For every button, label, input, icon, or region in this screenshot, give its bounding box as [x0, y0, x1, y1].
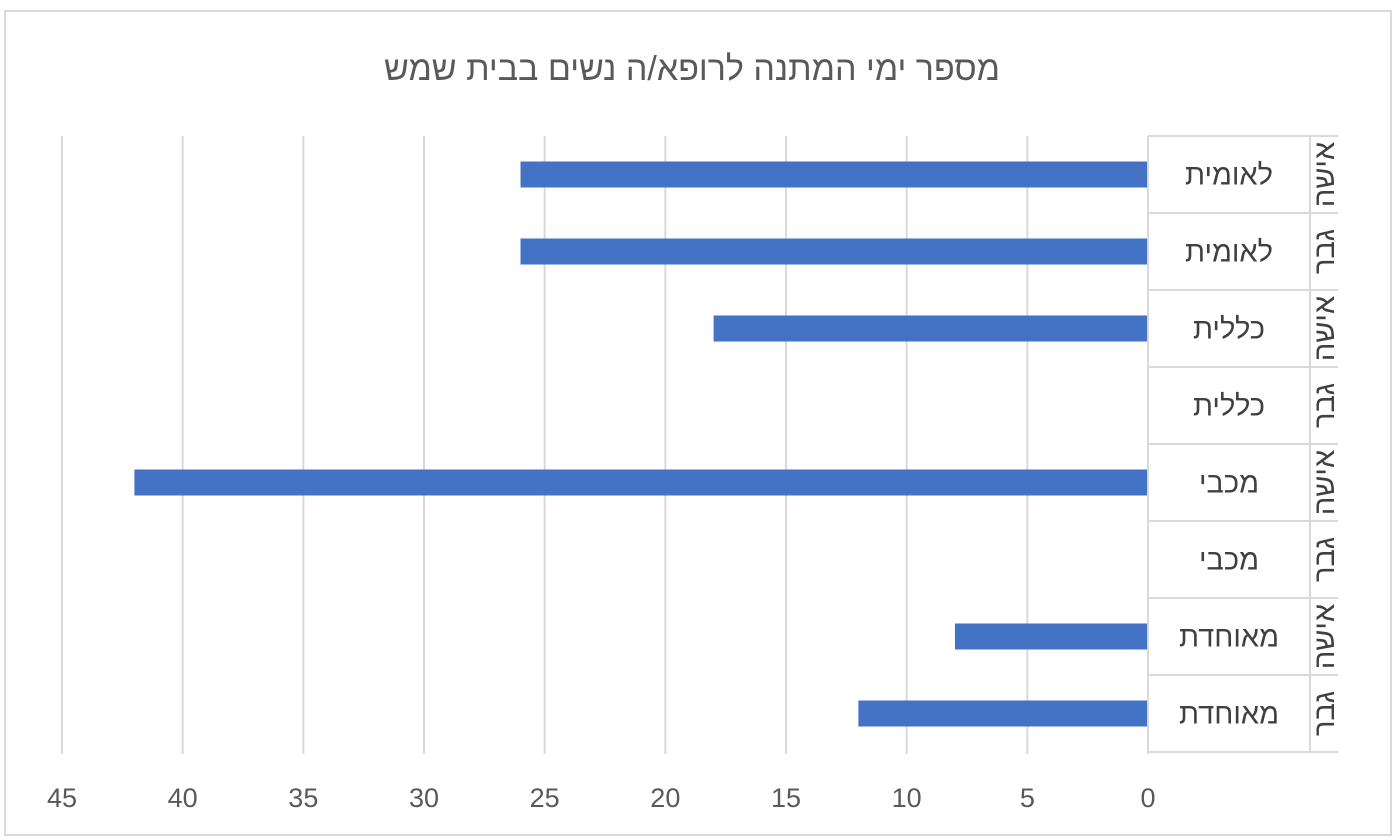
bar: [520, 161, 1148, 188]
x-tick-label: 25: [530, 783, 560, 813]
group-label: גבר: [1309, 229, 1341, 274]
category-label: מכבי: [1199, 468, 1259, 500]
x-tick-label: 15: [771, 783, 801, 813]
category-label: כללית: [1193, 314, 1265, 346]
x-tick-label: 35: [288, 783, 318, 813]
x-tick-label: 0: [1140, 783, 1155, 813]
x-tick-label: 5: [1020, 783, 1035, 813]
x-tick-label: 45: [47, 783, 77, 813]
gridlines: [61, 136, 1149, 754]
group-label: אישה: [1309, 450, 1341, 515]
group-label: אישה: [1309, 142, 1341, 207]
category-label: מאוחדת: [1179, 622, 1279, 654]
category-label: לאומית: [1185, 237, 1273, 269]
chart-frame: [4, 10, 1392, 836]
group-label: גבר: [1309, 383, 1341, 428]
x-tick-label: 20: [650, 783, 680, 813]
group-label: אישה: [1309, 604, 1341, 669]
x-tick-label: 40: [168, 783, 198, 813]
category-label: מכבי: [1199, 545, 1259, 577]
group-label: גבר: [1309, 537, 1341, 582]
group-label: גבר: [1309, 691, 1341, 736]
category-label: כללית: [1193, 391, 1265, 423]
x-tick-label: 30: [409, 783, 439, 813]
chart-title: מספר ימי המתנה לרופא/ה נשים בבית שמש: [384, 50, 1000, 88]
x-tick-label: 10: [892, 783, 922, 813]
bars: [134, 161, 1148, 727]
bar: [954, 623, 1148, 650]
group-label: אישה: [1309, 296, 1341, 361]
bar: [858, 700, 1148, 727]
x-axis-ticks: 45 40 35 30 25 20 15 10 5 0: [47, 783, 1156, 813]
category-axis: לאומית אישה לאומית גבר כללית אישה כללית גבר מכבי…: [1147, 135, 1341, 753]
bar: [134, 469, 1148, 496]
bar: [713, 315, 1148, 342]
category-label: לאומית: [1185, 160, 1273, 192]
category-label: מאוחדת: [1179, 699, 1279, 731]
bar: [520, 238, 1148, 265]
